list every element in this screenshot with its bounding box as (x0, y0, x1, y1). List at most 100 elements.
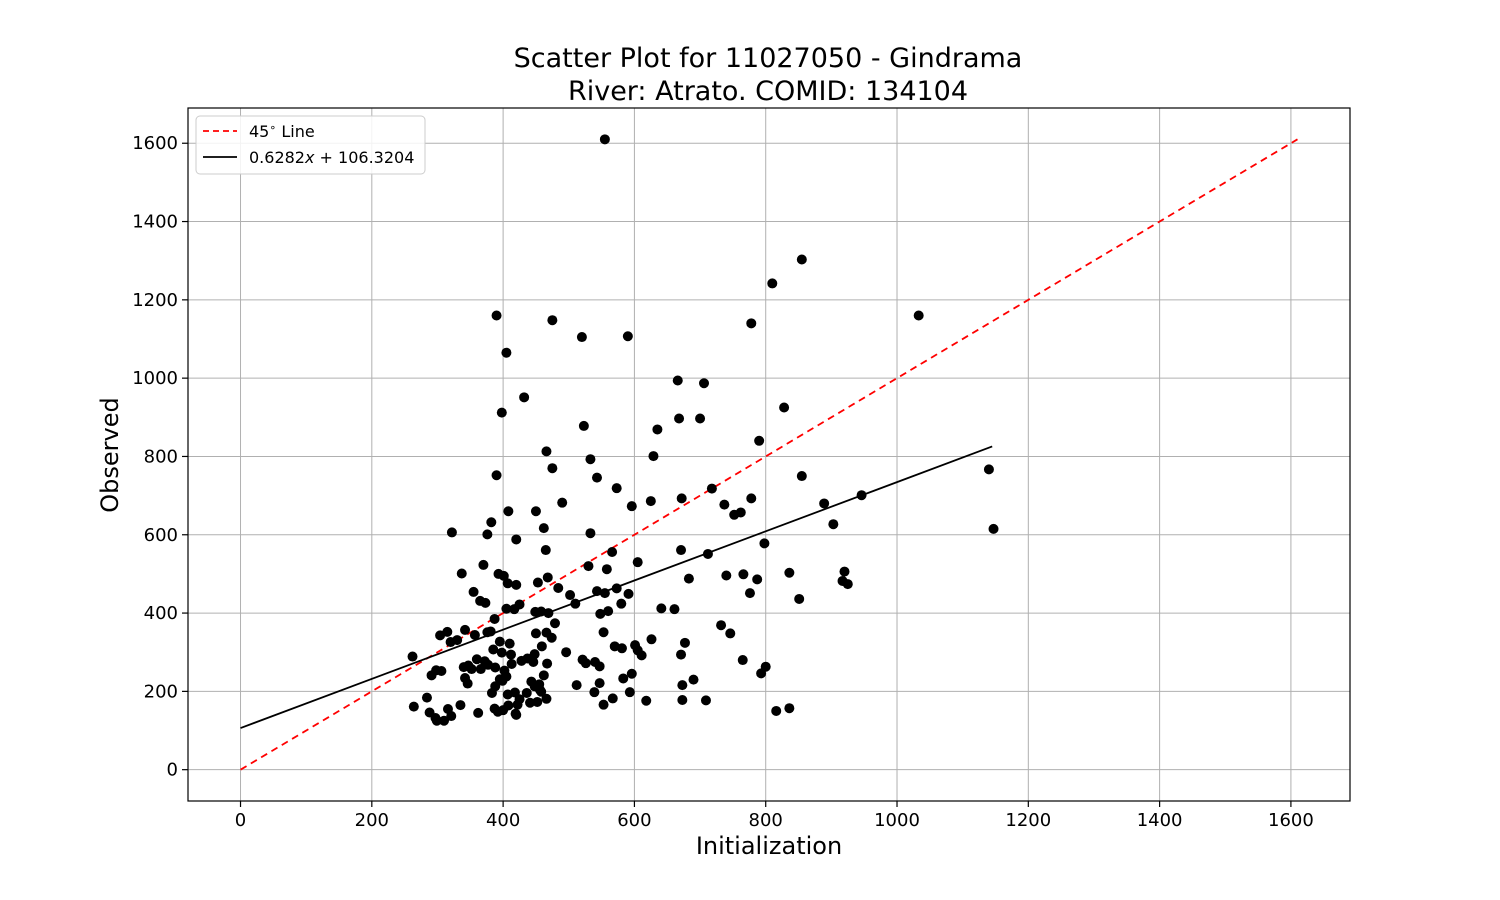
x-tick-label: 0 (235, 810, 246, 831)
scatter-point (553, 583, 564, 594)
scatter-point (547, 463, 558, 474)
scatter-point (505, 649, 516, 660)
scatter-point (491, 470, 502, 481)
scatter-point (446, 527, 457, 538)
scatter-point (607, 546, 618, 557)
x-tick-label: 400 (486, 810, 520, 831)
scatter-point (738, 569, 749, 580)
scatter-point (626, 668, 637, 679)
scatter-point (491, 310, 502, 321)
scatter-point (480, 597, 491, 608)
scatter-point (706, 483, 717, 494)
scatter-point (611, 583, 622, 594)
scatter-point (529, 649, 540, 660)
scatter-point (486, 517, 497, 528)
scatter-point (583, 561, 594, 572)
scatter-point (516, 655, 527, 666)
scatter-point (541, 693, 552, 704)
scatter-point (646, 634, 657, 645)
scatter-point (626, 501, 637, 512)
scatter-point (435, 630, 446, 641)
scatter-point (744, 588, 755, 599)
scatter-point (407, 651, 418, 662)
y-tick-label: 1600 (132, 133, 178, 154)
scatter-point (534, 684, 545, 695)
scatter-point (771, 705, 782, 716)
scatter-point (648, 451, 659, 462)
y-tick-label: 400 (144, 603, 178, 624)
scatter-point (622, 331, 633, 342)
scatter-point (471, 654, 482, 665)
scatter-point (543, 608, 554, 619)
scatter-point (478, 559, 489, 570)
scatter-point (677, 680, 688, 691)
chart-title-line1: Scatter Plot for 11027050 - Gindrama (514, 43, 1023, 74)
scatter-point (794, 593, 805, 604)
scatter-point (503, 506, 514, 517)
scatter-point (576, 332, 587, 343)
scatter-point (580, 658, 591, 669)
scatter-point (632, 645, 643, 656)
scatter-point (530, 506, 541, 517)
plot-frame (187, 107, 1351, 802)
x-tick-label: 600 (617, 810, 651, 831)
scatter-point (589, 687, 600, 698)
scatter-point (672, 375, 683, 386)
scatter-point (512, 699, 523, 710)
scatter-point (641, 695, 652, 706)
scatter-point (677, 694, 688, 705)
scatter-point (611, 483, 622, 494)
y-axis-label: Observed (96, 397, 124, 512)
scatter-points (407, 134, 999, 726)
scatter-point (595, 608, 606, 619)
x-tick-label: 1000 (874, 810, 920, 831)
scatter-point (510, 708, 521, 719)
y-tick-label: 1400 (132, 212, 178, 233)
scatter-point (784, 703, 795, 714)
scatter-point (536, 641, 547, 652)
scatter-point (729, 509, 740, 520)
scatter-point (598, 627, 609, 638)
scatter-point (767, 278, 778, 289)
scatter-point (511, 579, 522, 590)
scatter-point (496, 647, 507, 658)
legend-label-fit-line: 0.6282x + 106.3204 (249, 148, 414, 167)
scatter-point (594, 661, 605, 672)
scatter-point (501, 603, 512, 614)
scatter-point (598, 699, 609, 710)
scatter-point (828, 519, 839, 530)
scatter-point (700, 695, 711, 706)
scatter-point (578, 420, 589, 431)
scatter-point (541, 446, 552, 457)
scatter-point (502, 578, 513, 589)
chart-title-line2: River: Atrato. COMID: 134104 (568, 76, 968, 107)
scatter-point (988, 523, 999, 534)
scatter-point (796, 254, 807, 265)
scatter-point (669, 604, 680, 615)
scatter-point (473, 707, 484, 718)
y-tick-label: 200 (144, 681, 178, 702)
scatter-point (784, 567, 795, 578)
scatter-point (688, 674, 699, 685)
scatter-point (746, 493, 757, 504)
scatter-point (645, 496, 656, 507)
scatter-point (719, 499, 730, 510)
scatter-point (695, 413, 706, 424)
scatter-point (754, 435, 765, 446)
scatter-point (779, 402, 790, 413)
scatter-point (542, 572, 553, 583)
scatter-point (460, 624, 471, 635)
scatter-point (594, 678, 605, 689)
scatter-point (561, 647, 572, 658)
scatter-point (570, 598, 581, 609)
scatter-point (482, 529, 493, 540)
x-tick-label: 800 (749, 810, 783, 831)
scatter-point (616, 598, 627, 609)
scatter-point (436, 666, 447, 677)
scatter-point (599, 134, 610, 145)
scatter-point (538, 670, 549, 681)
scatter-point (591, 472, 602, 483)
scatter-point (702, 548, 713, 559)
scatter-point (511, 534, 522, 545)
scatter-point (469, 629, 480, 640)
